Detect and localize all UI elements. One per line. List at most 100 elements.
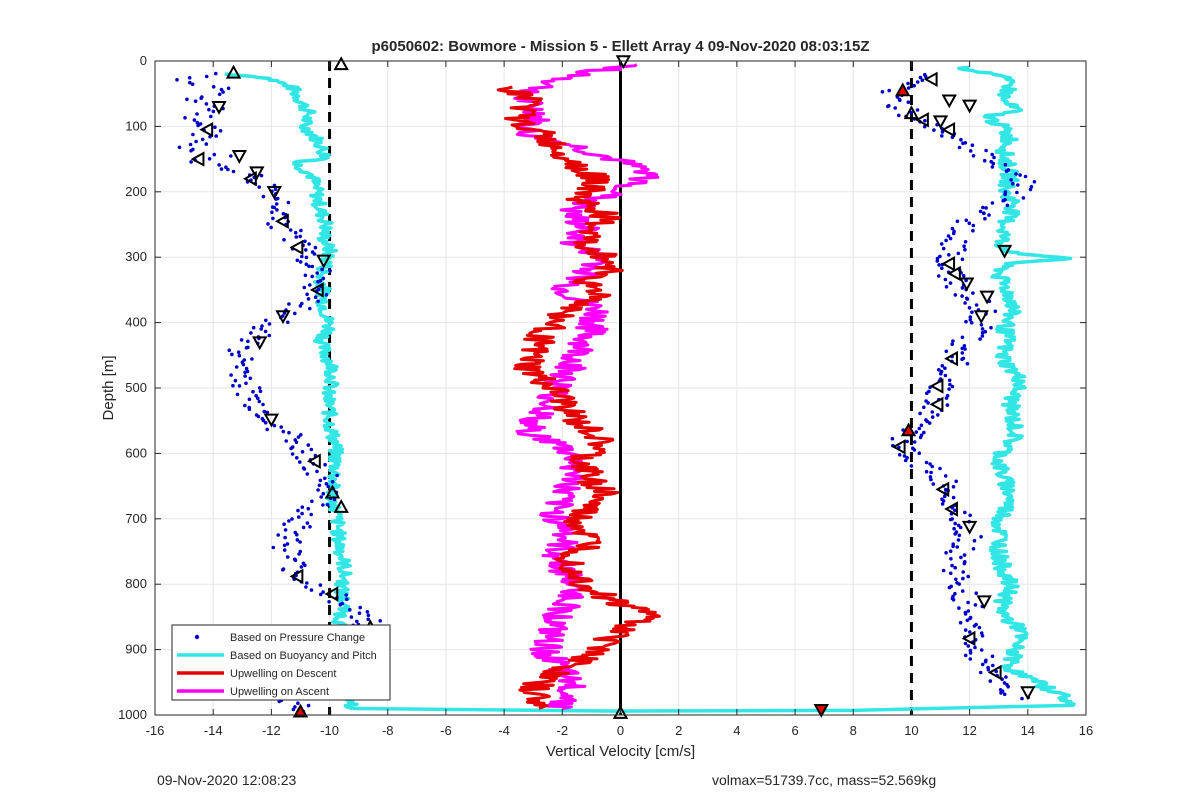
pressure-point-left bbox=[207, 157, 212, 161]
pressure-point-right bbox=[963, 240, 968, 244]
y-tick-label: 100 bbox=[125, 118, 147, 133]
pressure-point-left bbox=[355, 619, 359, 624]
pressure-point-left bbox=[230, 352, 234, 357]
pressure-point-left bbox=[247, 407, 252, 412]
pressure-point-left bbox=[226, 167, 230, 172]
series-upwelling-descent bbox=[496, 85, 661, 710]
pressure-point-right bbox=[980, 330, 985, 335]
pressure-point-right bbox=[941, 246, 946, 251]
pressure-point-right bbox=[954, 577, 958, 582]
pressure-point-left bbox=[304, 248, 308, 252]
series-pressure-change bbox=[175, 71, 1037, 714]
pressure-point-right bbox=[936, 413, 940, 417]
pressure-point-left bbox=[299, 433, 303, 437]
pressure-point-right bbox=[905, 456, 909, 460]
profile-marker bbox=[947, 265, 961, 282]
footer-timestamp: 09-Nov-2020 12:08:23 bbox=[157, 772, 297, 788]
pressure-point-right bbox=[1023, 174, 1028, 179]
pressure-point-left bbox=[200, 137, 205, 142]
profile-marker bbox=[333, 56, 349, 71]
pressure-point-left bbox=[175, 78, 179, 82]
x-tick-label: 6 bbox=[791, 723, 798, 738]
profile-marker bbox=[813, 703, 829, 718]
pressure-point-right bbox=[917, 426, 922, 431]
pressure-point-right bbox=[951, 231, 956, 236]
pressure-point-right bbox=[940, 134, 944, 138]
pressure-point-right bbox=[944, 551, 948, 555]
pressure-point-left bbox=[196, 123, 200, 128]
pressure-point-left bbox=[293, 230, 298, 235]
pressure-point-left bbox=[323, 462, 327, 467]
pressure-point-left bbox=[315, 469, 319, 474]
x-tick-label: 14 bbox=[1021, 723, 1035, 738]
x-tick-label: 12 bbox=[962, 723, 976, 738]
pressure-point-right bbox=[964, 319, 968, 324]
y-tick-label: 300 bbox=[125, 249, 147, 264]
pressure-point-left bbox=[318, 478, 323, 483]
pressure-point-right bbox=[947, 585, 952, 590]
pressure-point-right bbox=[880, 90, 885, 94]
pressure-point-left bbox=[211, 109, 216, 114]
y-tick-label: 800 bbox=[125, 576, 147, 591]
pressure-point-right bbox=[930, 415, 935, 419]
pressure-point-right bbox=[963, 612, 968, 616]
pressure-point-right bbox=[963, 653, 968, 658]
pressure-point-left bbox=[365, 610, 370, 614]
pressure-point-left bbox=[309, 447, 314, 452]
pressure-point-right bbox=[992, 155, 996, 160]
pressure-point-right bbox=[918, 411, 922, 416]
pressure-point-left bbox=[199, 96, 203, 100]
profile-marker bbox=[1020, 686, 1036, 701]
pressure-point-left bbox=[243, 403, 247, 408]
pressure-point-right bbox=[990, 201, 995, 205]
pressure-point-left bbox=[263, 329, 268, 334]
pressure-point-left bbox=[185, 97, 189, 102]
pressure-point-left bbox=[326, 484, 331, 489]
pressure-point-left bbox=[256, 414, 261, 419]
pressure-point-left bbox=[295, 532, 299, 537]
pressure-point-left bbox=[348, 608, 352, 612]
pressure-point-right bbox=[943, 366, 947, 371]
pressure-point-left bbox=[317, 483, 322, 488]
pressure-point-right bbox=[927, 421, 932, 425]
x-tick-label: -4 bbox=[498, 723, 510, 738]
profile-marker bbox=[944, 501, 958, 517]
legend-label: Upwelling on Ascent bbox=[230, 686, 329, 698]
profile-marker bbox=[961, 520, 978, 535]
pressure-point-right bbox=[947, 387, 951, 391]
pressure-point-left bbox=[289, 446, 293, 451]
y-axis-label: Depth [m] bbox=[100, 355, 117, 420]
pressure-point-right bbox=[974, 303, 979, 307]
pressure-point-left bbox=[274, 202, 279, 206]
pressure-point-right bbox=[970, 143, 975, 147]
pressure-point-right bbox=[1004, 675, 1008, 679]
pressure-point-right bbox=[897, 113, 901, 118]
pressure-point-right bbox=[999, 691, 1003, 695]
pressure-point-left bbox=[187, 76, 192, 80]
pressure-point-right bbox=[931, 482, 936, 486]
pressure-point-right bbox=[969, 320, 974, 325]
pressure-point-left bbox=[233, 378, 238, 383]
pressure-point-left bbox=[302, 467, 307, 471]
pressure-point-left bbox=[298, 460, 302, 464]
pressure-point-left bbox=[310, 274, 315, 279]
pressure-point-left bbox=[308, 283, 312, 287]
pressure-point-right bbox=[944, 285, 949, 289]
pressure-point-right bbox=[948, 382, 952, 387]
pressure-point-left bbox=[273, 187, 278, 192]
x-tick-label: -8 bbox=[382, 723, 394, 738]
pressure-point-right bbox=[971, 547, 976, 551]
pressure-point-right bbox=[926, 401, 930, 405]
pressure-point-right bbox=[963, 247, 967, 252]
pressure-point-left bbox=[259, 173, 264, 178]
pressure-point-left bbox=[305, 292, 309, 297]
pressure-point-left bbox=[294, 235, 299, 239]
pressure-point-left bbox=[195, 120, 200, 125]
pressure-point-left bbox=[284, 439, 289, 443]
pressure-point-right bbox=[966, 600, 970, 605]
pressure-point-right bbox=[960, 294, 964, 298]
profile-marker bbox=[211, 100, 227, 115]
profile-marker bbox=[252, 336, 268, 351]
pressure-point-right bbox=[1014, 172, 1018, 176]
